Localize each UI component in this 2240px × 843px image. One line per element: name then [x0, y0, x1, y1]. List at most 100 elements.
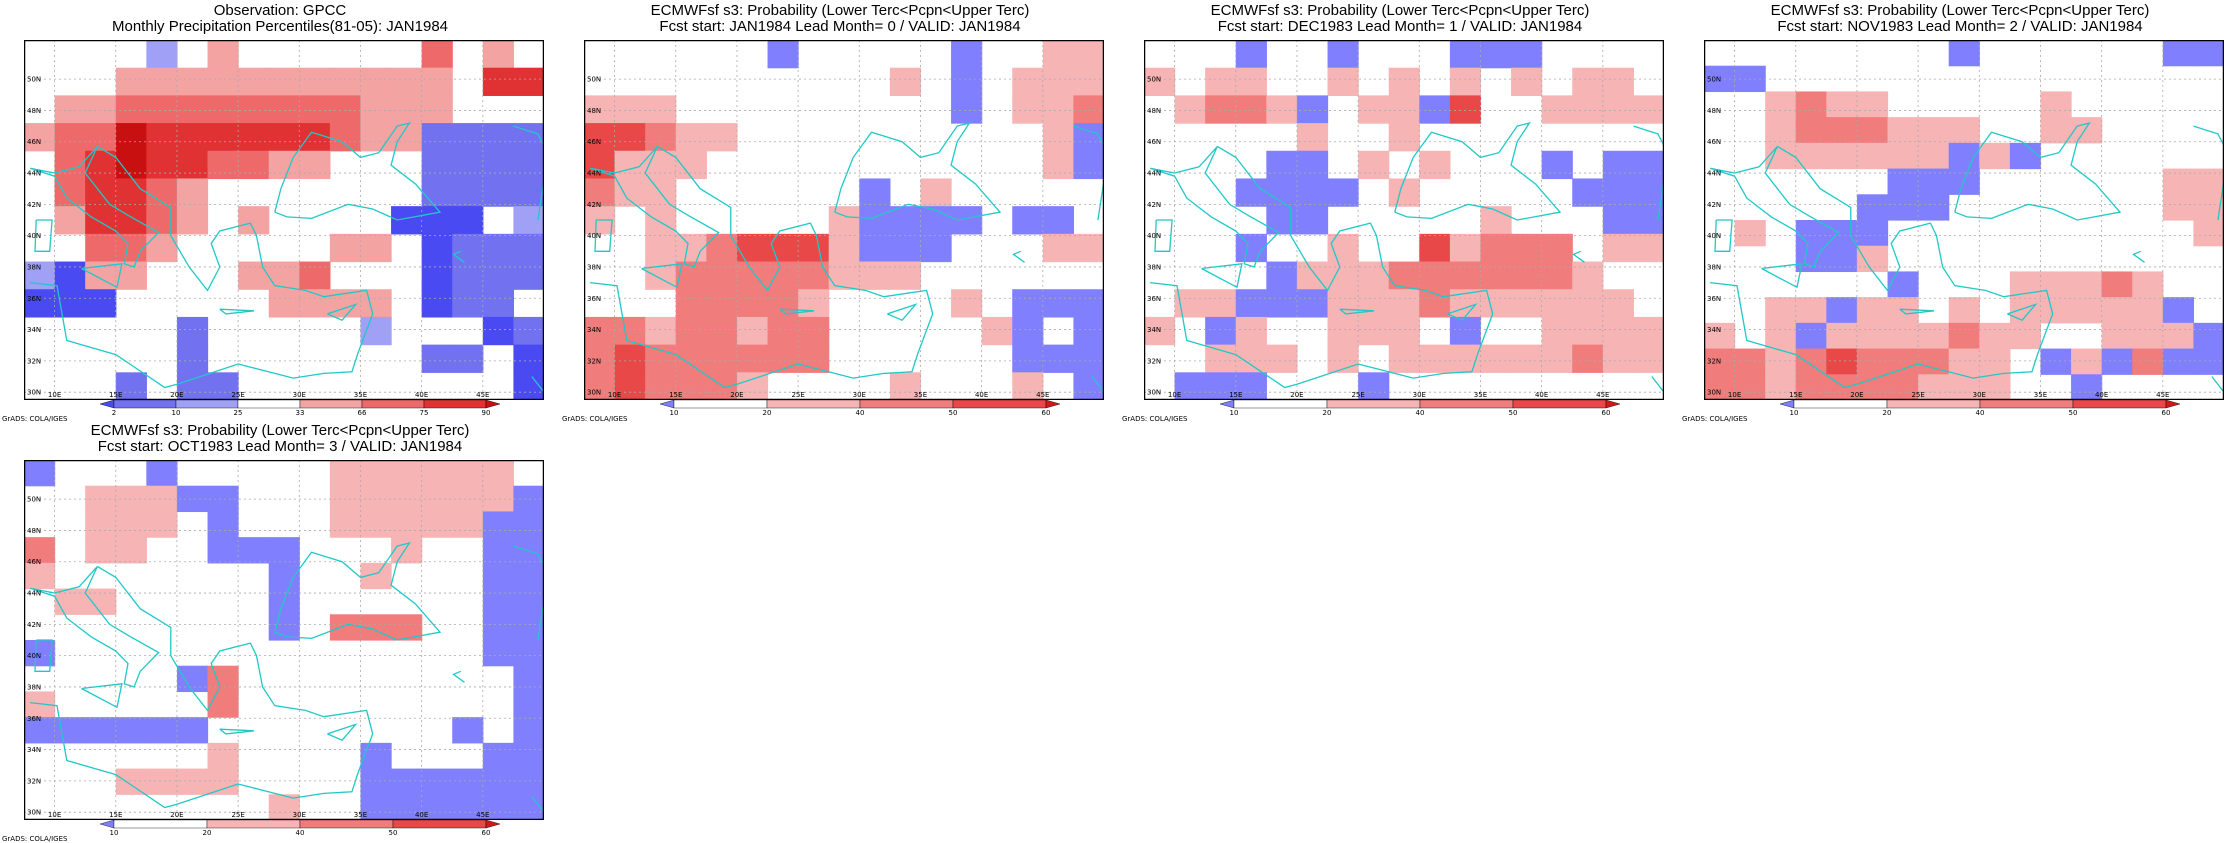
grid-cell: [513, 344, 544, 373]
grid-cell: [614, 372, 646, 400]
grid-cell: [176, 372, 209, 400]
colorbar-swatch: [766, 400, 861, 409]
grid-cell: [207, 485, 239, 513]
coastline: [327, 303, 358, 321]
grid-cell: [329, 123, 362, 152]
grid-cell: [1541, 150, 1573, 180]
grid-cell: [2162, 194, 2195, 221]
grid-cell: [859, 178, 891, 207]
grid-cell: [1979, 322, 2011, 350]
grid-cell: [2162, 40, 2195, 67]
grid-cell: [1327, 67, 1359, 96]
grid-cell: [1480, 344, 1512, 373]
coastline: [452, 670, 465, 683]
coastline: [81, 683, 123, 709]
grid-cell: [675, 123, 707, 152]
grid-cell: [54, 123, 86, 152]
chart-title: ECMWFsf s3: Probability (Lower Terc<Pcpn…: [650, 2, 1030, 19]
grid-cell: [421, 794, 453, 820]
colorbar-label: 2: [112, 409, 116, 416]
grid-cell: [1012, 206, 1044, 235]
coastline: [1150, 145, 1494, 389]
grid-cell: [85, 537, 117, 564]
grid-cell: [115, 123, 147, 152]
grid-cell: [1856, 245, 1889, 273]
y-tick-label: 46N: [27, 138, 41, 146]
grid-cell: [482, 537, 515, 564]
grid-cell: [513, 768, 544, 795]
grid-cell: [24, 717, 56, 744]
grid-cell: [482, 794, 515, 820]
colorbar-swatch: [1605, 400, 1620, 409]
grid-cell: [1042, 206, 1075, 235]
grid-cell: [360, 460, 392, 487]
grid-cell: [1144, 316, 1176, 346]
grid-cell: [1887, 117, 1919, 144]
panel-lead1: ECMWFsf s3: Probability (Lower Terc<Pcpn…: [1120, 0, 1680, 423]
coastline: [1572, 250, 1585, 263]
grid-cell: [513, 640, 544, 667]
grid-cell: [421, 485, 453, 513]
grid-cell: [614, 123, 646, 152]
grid-cell: [482, 614, 515, 641]
grid-cell: [951, 206, 983, 235]
grid-cell: [736, 316, 769, 346]
y-tick-label: 50N: [587, 76, 601, 84]
grid-cell: [360, 95, 392, 124]
coastline: [594, 219, 613, 252]
grid-cell: [798, 289, 830, 318]
coastline: [327, 723, 358, 741]
coastline: [1710, 145, 2054, 389]
grid-cell: [24, 562, 56, 590]
grid-cell: [828, 206, 860, 235]
grid-cell: [513, 794, 544, 820]
y-tick-label: 30N: [587, 389, 601, 397]
grid-cell: [176, 768, 209, 795]
coastline: [887, 303, 918, 321]
coastline: [1761, 263, 1803, 289]
chart-title: ECMWFsf s3: Probability (Lower Terc<Pcpn…: [1770, 2, 2150, 19]
grid-cell: [1572, 95, 1604, 124]
grid-cell: [482, 742, 515, 770]
grid-cell: [1073, 67, 1104, 96]
grid-cell: [2162, 322, 2195, 350]
grid-cell: [513, 233, 544, 263]
coastline: [30, 565, 374, 809]
grid-cell: [1826, 322, 1858, 350]
grid-cell: [1633, 316, 1664, 346]
grid-cell: [513, 742, 544, 770]
coastline: [513, 125, 544, 221]
grid-cell: [238, 537, 270, 564]
grid-cell: [421, 768, 453, 795]
grid-cell: [482, 588, 515, 615]
grid-cell: [146, 460, 178, 487]
grid-cell: [1795, 374, 1827, 400]
grid-cell: [1856, 194, 1889, 221]
coastline: [1899, 308, 1935, 315]
grid-cell: [207, 691, 239, 718]
grid-cell: [421, 460, 453, 487]
grid-cell: [1918, 168, 1950, 195]
grid-cell: [391, 206, 423, 235]
grid-cell: [1012, 289, 1044, 318]
grid-cell: [482, 40, 515, 69]
grid-cell: [1704, 374, 1736, 400]
grid-cell: [329, 95, 362, 124]
grid-cell: [1602, 67, 1635, 96]
grid-cell: [2071, 374, 2103, 400]
colorbar-label: 90: [482, 409, 491, 416]
grid-cell: [238, 123, 270, 152]
grid-cell: [2132, 297, 2164, 324]
grid-cell: [452, 289, 484, 318]
y-tick-label: 50N: [27, 76, 41, 84]
y-tick-label: 34N: [587, 326, 601, 334]
x-tick-label: 35E: [914, 391, 927, 399]
grid-cell: [1918, 117, 1950, 144]
grid-cell: [614, 95, 646, 124]
grid-cell: [1541, 95, 1573, 124]
grid-cell: [391, 537, 423, 564]
coastline: [1201, 263, 1243, 289]
map-frame: [1704, 40, 2224, 400]
grid-cell: [2193, 168, 2224, 195]
grid-cell: [1602, 95, 1635, 124]
